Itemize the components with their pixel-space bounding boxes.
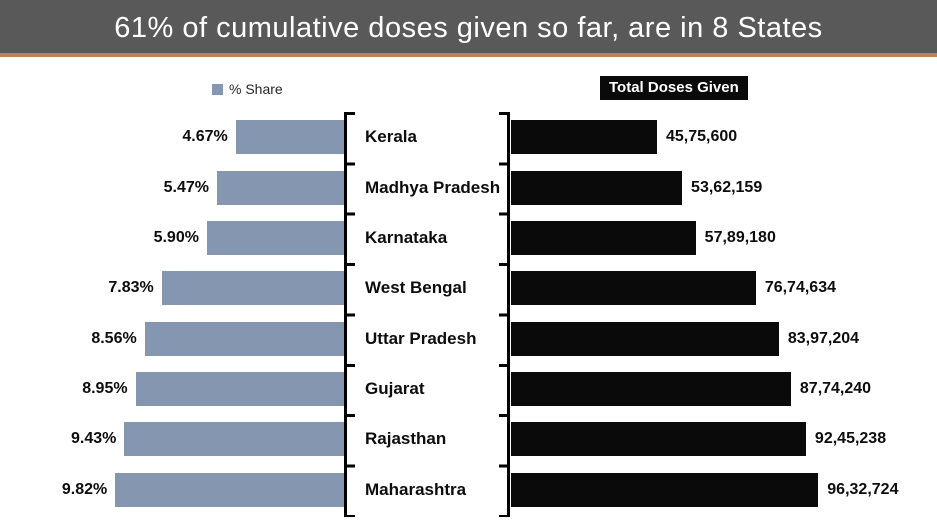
right-axis-line [507, 112, 510, 517]
legend-doses-badge: Total Doses Given [600, 76, 748, 100]
share-value-label: 4.67% [182, 128, 228, 146]
table-row: 4.67% Kerala 45,75,600 [0, 112, 937, 162]
state-label: Gujarat [365, 379, 425, 399]
doses-zone: 87,74,240 [511, 372, 937, 407]
table-row: 7.83% West Bengal 76,74,634 [0, 263, 937, 313]
share-bar [115, 472, 345, 507]
table-row: 8.95% Gujarat 87,74,240 [0, 364, 937, 414]
share-zone: 8.95% [0, 372, 345, 407]
doses-value-label: 76,74,634 [764, 279, 836, 297]
page-title: 61% of cumulative doses given so far, ar… [114, 12, 823, 44]
state-label: Madhya Pradesh [365, 177, 501, 197]
doses-value-label: 96,32,724 [827, 480, 899, 498]
share-zone: 7.83% [0, 271, 345, 306]
doses-bar [511, 321, 779, 356]
table-row: 5.90% Karnataka 57,89,180 [0, 213, 937, 263]
share-bar [235, 120, 345, 155]
state-label: Rajasthan [365, 429, 447, 449]
table-row: 9.43% Rajasthan 92,45,238 [0, 414, 937, 464]
state-label: Karnataka [365, 227, 448, 247]
share-value-label: 7.83% [108, 279, 154, 297]
legend-share: % Share [212, 81, 283, 97]
doses-value-label: 53,62,159 [691, 178, 763, 196]
state-label: Uttar Pradesh [365, 328, 477, 348]
share-value-label: 8.95% [82, 380, 128, 398]
share-zone: 4.67% [0, 120, 345, 155]
doses-value-label: 87,74,240 [799, 380, 872, 398]
table-row: 5.47% Madhya Pradesh 53,62,159 [0, 162, 937, 212]
doses-zone: 45,75,600 [511, 120, 937, 155]
doses-bar [511, 271, 756, 306]
state-label: Kerala [365, 127, 417, 147]
share-zone: 9.82% [0, 472, 345, 507]
share-bar [206, 220, 345, 255]
share-bar [217, 170, 345, 205]
title-bar: 61% of cumulative doses given so far, ar… [0, 0, 937, 57]
share-bar [144, 321, 345, 356]
doses-bar [511, 170, 683, 205]
share-zone: 9.43% [0, 422, 345, 457]
share-zone: 5.90% [0, 220, 345, 255]
doses-bar [511, 472, 819, 507]
chart-rows: 4.67% Kerala 45,75,600 5.47% Madhya Prad… [0, 112, 937, 515]
table-row: 8.56% Uttar Pradesh 83,97,204 [0, 314, 937, 364]
doses-zone: 92,45,238 [511, 422, 937, 457]
state-label: Maharashtra [365, 479, 467, 499]
doses-value-label: 83,97,204 [787, 329, 860, 347]
share-value-label: 5.90% [153, 228, 199, 246]
share-bar [161, 271, 345, 306]
doses-value-label: 92,45,238 [814, 430, 887, 448]
share-value-label: 9.43% [70, 430, 117, 448]
doses-bar [511, 120, 657, 155]
doses-value-label: 45,75,600 [665, 128, 738, 146]
doses-zone: 76,74,634 [511, 271, 937, 306]
left-axis-line [344, 112, 347, 517]
doses-bar [511, 372, 791, 407]
doses-bar [511, 422, 806, 457]
share-swatch-icon [212, 83, 223, 95]
left-axis-ticks [347, 112, 355, 517]
legend-share-label: % Share [229, 81, 283, 97]
share-value-label: 8.56% [91, 329, 137, 347]
state-label: West Bengal [365, 278, 467, 298]
doses-zone: 96,32,724 [511, 472, 937, 507]
doses-zone: 53,62,159 [511, 170, 937, 205]
table-row: 9.82% Maharashtra 96,32,724 [0, 465, 937, 515]
doses-value-label: 57,89,180 [704, 228, 776, 246]
right-axis-ticks [499, 112, 507, 517]
share-value-label: 5.47% [163, 178, 210, 196]
share-bar [124, 422, 345, 457]
share-zone: 8.56% [0, 321, 345, 356]
doses-zone: 57,89,180 [511, 220, 937, 255]
doses-zone: 83,97,204 [511, 321, 937, 356]
doses-bar [511, 220, 696, 255]
share-value-label: 9.82% [61, 480, 108, 498]
share-zone: 5.47% [0, 170, 345, 205]
share-bar [135, 372, 345, 407]
